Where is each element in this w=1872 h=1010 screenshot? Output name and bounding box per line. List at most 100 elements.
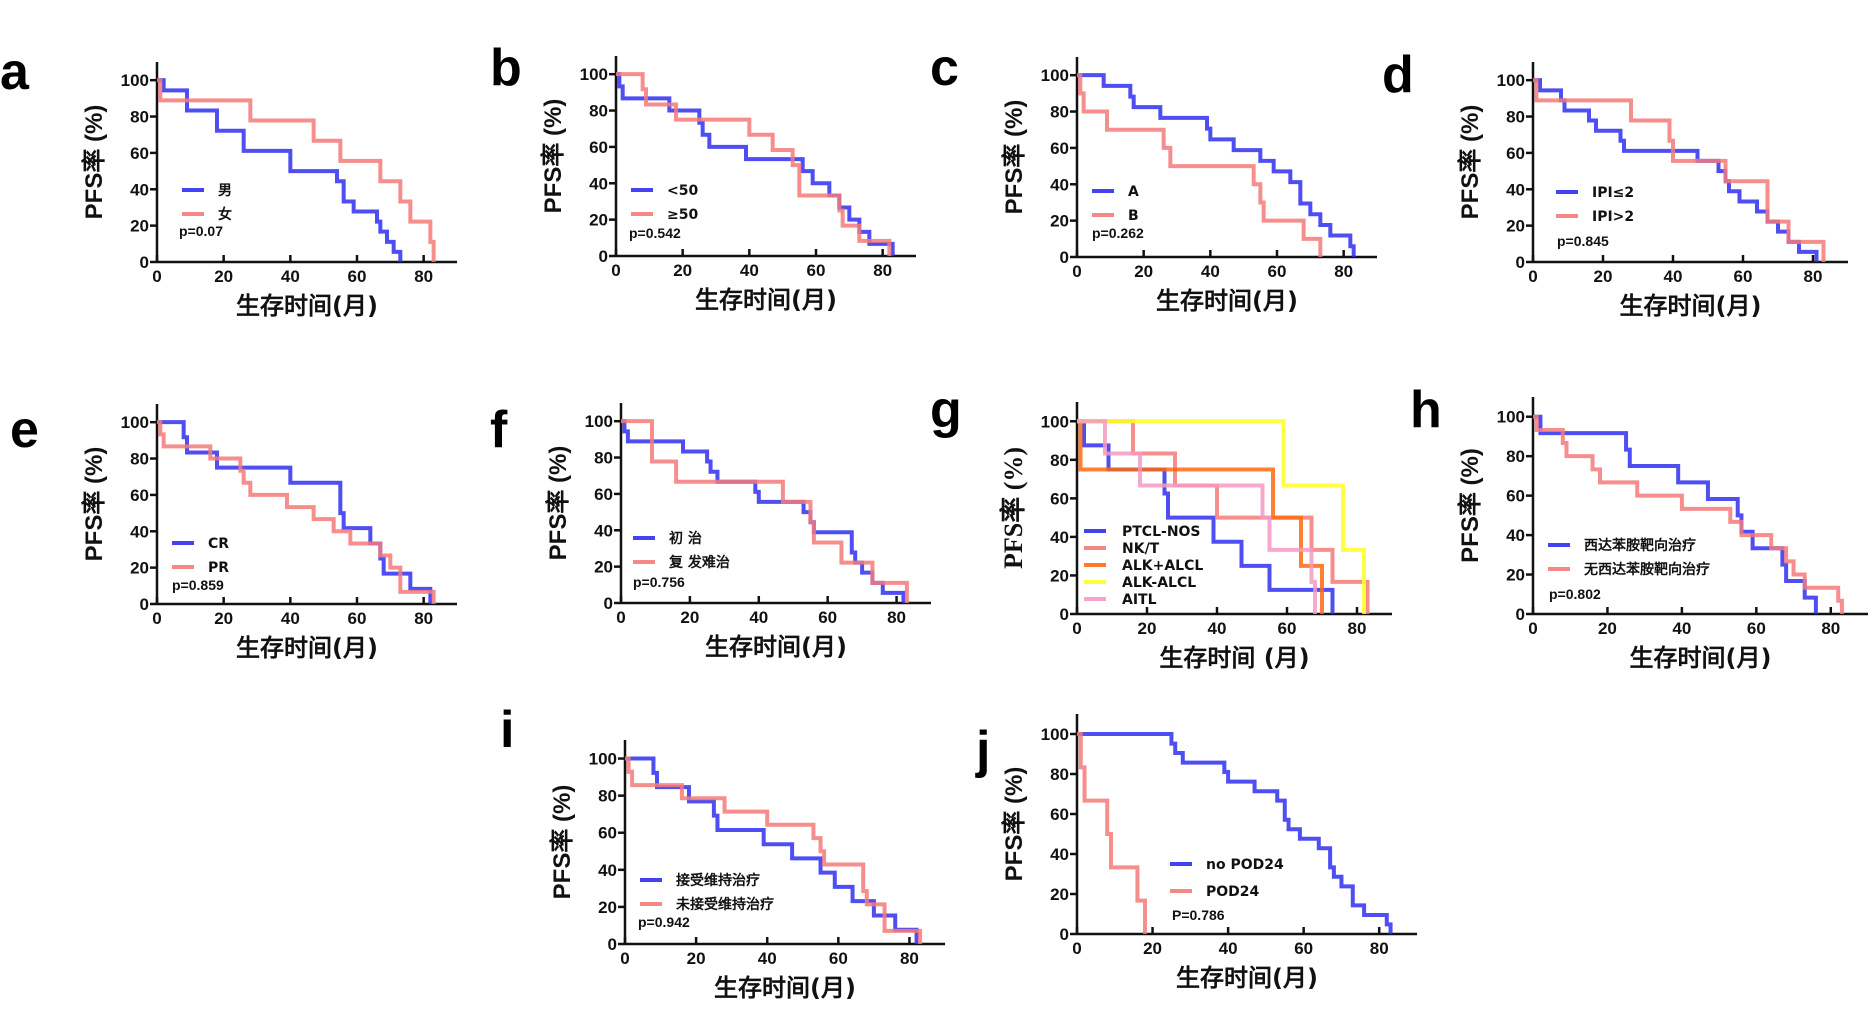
- panel-a: a 0 20 40 60 80 0 20 40 60 80 100 生存时间(月) PFS率 (%) 男女p…: [0, 43, 457, 320]
- legend-label: IPI>2: [1592, 209, 1634, 225]
- y-axis-title: PFS率 (%): [1456, 105, 1484, 220]
- km-curve-1: [621, 419, 906, 603]
- y-tick-label: 80: [1050, 451, 1069, 470]
- y-tick-label: 80: [1050, 765, 1069, 784]
- km-curve-2: [625, 756, 923, 944]
- legend-label: <50: [667, 183, 698, 199]
- y-tick-label: 80: [1506, 447, 1525, 466]
- y-tick-label: 60: [598, 824, 617, 843]
- x-tick-label: 0: [1072, 262, 1081, 281]
- legend: 男女: [182, 183, 232, 223]
- y-tick-label: 40: [1506, 526, 1525, 545]
- panel-b: b 0 20 40 60 80 0 20 40 60 80 100 生存时间(月) PFS率 (%) <50…: [490, 39, 916, 314]
- y-axis-title: PFS率 (%): [998, 447, 1028, 569]
- y-tick-label: 40: [589, 174, 608, 193]
- y-tick-label: 40: [1050, 175, 1069, 194]
- x-tick-label: 20: [1594, 267, 1613, 286]
- km-curve-1: [1077, 73, 1356, 257]
- legend-label: IPI≤2: [1592, 185, 1634, 201]
- x-tick-label: 40: [758, 949, 777, 968]
- y-tick-label: 0: [1516, 605, 1525, 624]
- y-tick-label: 20: [1050, 212, 1069, 231]
- y-tick-label: 20: [589, 211, 608, 230]
- x-tick-label: 20: [1598, 619, 1617, 638]
- p-value: p=0.07: [179, 223, 223, 239]
- x-tick-label: 20: [214, 267, 233, 286]
- x-tick-label: 40: [1672, 619, 1691, 638]
- km-curve-1: [1533, 78, 1819, 262]
- x-tick-label: 40: [740, 261, 759, 280]
- x-tick-label: 0: [611, 261, 620, 280]
- legend-label: 男: [218, 183, 232, 199]
- legend-label: 无西达苯胺靶向治疗: [1583, 561, 1710, 578]
- x-tick-label: 80: [1334, 262, 1353, 281]
- panel-letter: j: [975, 721, 990, 779]
- km-curve-1: [157, 78, 403, 262]
- y-tick-label: 20: [594, 558, 613, 577]
- x-tick-label: 60: [348, 267, 367, 286]
- km-curve-3: [1077, 419, 1324, 614]
- x-tick-label: 40: [1219, 939, 1238, 958]
- y-tick-label: 60: [589, 138, 608, 157]
- x-tick-label: 80: [887, 608, 906, 627]
- y-tick-label: 60: [1050, 139, 1069, 158]
- x-tick-label: 40: [749, 608, 768, 627]
- x-tick-label: 0: [616, 608, 625, 627]
- y-tick-label: 40: [1050, 528, 1069, 547]
- km-curve-1: [1077, 419, 1335, 614]
- x-tick-label: 40: [1201, 262, 1220, 281]
- y-axis-title: PFS率 (%): [1456, 448, 1484, 563]
- y-tick-label: 100: [1041, 725, 1069, 744]
- y-tick-label: 40: [598, 861, 617, 880]
- x-tick-label: 80: [1348, 619, 1367, 638]
- y-tick-label: 80: [589, 102, 608, 121]
- km-curve-2: [1533, 78, 1826, 262]
- y-tick-label: 80: [1506, 108, 1525, 127]
- legend: <50 ≥50: [631, 183, 698, 223]
- legend-label: POD24: [1206, 884, 1260, 900]
- y-tick-label: 60: [130, 486, 149, 505]
- x-tick-label: 20: [680, 608, 699, 627]
- panel-c: c 0 20 40 60 80 0 20 40 60 80 100 生存时间(月) PFS率 (%) ABp…: [930, 39, 1377, 315]
- x-tick-label: 0: [152, 267, 161, 286]
- panel-f: f 0 20 40 60 80 0 20 40 60 80 100 生存时间(月) PFS率 (%) 初 治…: [490, 401, 931, 661]
- x-axis-title: 生存时间(月): [1620, 292, 1762, 320]
- legend-label: NK/T: [1122, 541, 1160, 557]
- km-curve-1: [625, 756, 919, 944]
- legend-label: no POD24: [1206, 857, 1284, 873]
- y-tick-label: 20: [598, 898, 617, 917]
- y-tick-label: 40: [130, 522, 149, 541]
- y-tick-label: 0: [1060, 925, 1069, 944]
- panel-e: e 0 20 40 60 80 0 20 40 60 80 100 生存时间(月) PFS率 (%) CR P…: [10, 401, 457, 662]
- panel-letter: f: [490, 401, 508, 459]
- panel-letter: a: [0, 43, 30, 101]
- x-tick-label: 20: [687, 949, 706, 968]
- y-tick-label: 80: [594, 449, 613, 468]
- x-tick-label: 80: [1821, 619, 1840, 638]
- x-tick-label: 20: [214, 609, 233, 628]
- y-axis-title: PFS率 (%): [539, 99, 567, 214]
- y-tick-label: 0: [604, 594, 613, 613]
- panel-letter: h: [1410, 381, 1442, 439]
- y-tick-label: 60: [1506, 487, 1525, 506]
- x-tick-label: 60: [829, 949, 848, 968]
- y-tick-label: 40: [1050, 845, 1069, 864]
- y-tick-label: 20: [130, 217, 149, 236]
- legend-label: AITL: [1122, 592, 1157, 608]
- panel-letter: d: [1382, 46, 1414, 104]
- y-tick-label: 0: [599, 247, 608, 266]
- x-tick-label: 60: [807, 261, 826, 280]
- y-axis-title: PFS率 (%): [1000, 100, 1028, 215]
- panel-letter: e: [10, 401, 39, 459]
- legend-label: 未接受维持治疗: [676, 896, 774, 913]
- y-tick-label: 100: [1041, 66, 1069, 85]
- km-curve-2: [621, 419, 909, 603]
- legend-label: ≥50: [667, 207, 698, 223]
- x-tick-label: 80: [414, 267, 433, 286]
- p-value: p=0.262: [1092, 225, 1144, 241]
- km-curve-1: [1533, 414, 1818, 614]
- y-tick-label: 100: [1497, 408, 1525, 427]
- x-tick-label: 40: [1664, 267, 1683, 286]
